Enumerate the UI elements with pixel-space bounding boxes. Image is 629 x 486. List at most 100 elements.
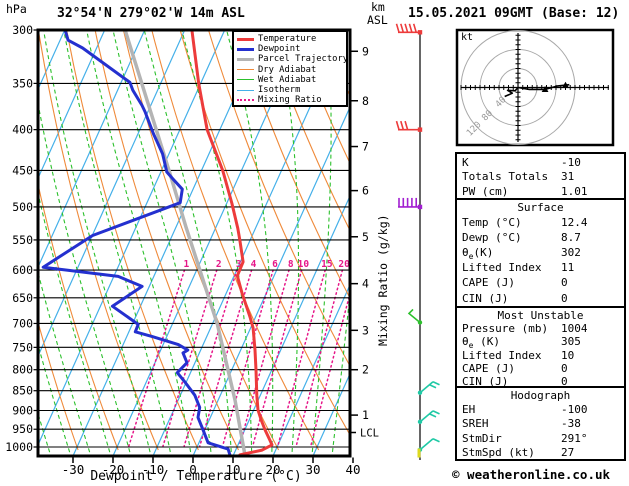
legend-item-label: Temperature xyxy=(258,34,317,45)
table-row-value: 10 xyxy=(561,348,575,362)
table-row-label: EH xyxy=(462,403,476,417)
indices-panel: K -10 Totals Totals 31 PW (cm) 1.01 Surface Te… xyxy=(455,152,626,461)
table-row: SREH -38 xyxy=(457,417,624,431)
altitude-tick-label: 7 xyxy=(362,140,369,154)
legend-item-label: Parcel Trajectory xyxy=(258,54,349,65)
legend-item: Mixing Ratio xyxy=(237,95,346,105)
pressure-tick-label: 900 xyxy=(12,404,33,418)
plot-area: 1 2 3 4 6 8 10 15 20 25 xyxy=(38,30,350,456)
mixing-ratio-label: 2 xyxy=(216,259,222,270)
table-row-label: Pressure (mb) xyxy=(462,322,549,336)
stability-indices-table: K -10 Totals Totals 31 PW (cm) 1.01 xyxy=(455,152,626,200)
temperature-curve xyxy=(190,30,274,456)
table-row-label: CAPE (J) xyxy=(462,276,515,290)
mixing-ratio-line xyxy=(183,269,238,447)
table-row-value: 305 xyxy=(561,335,581,349)
table-row: CIN (J) 0 xyxy=(457,375,624,388)
altitude-tick-label: 8 xyxy=(362,94,369,108)
table-header: Most Unstable xyxy=(497,309,584,322)
pressure-axis-unit: hPa xyxy=(6,2,27,16)
pressure-tick-label: 650 xyxy=(12,291,33,305)
table-row-value: -100 xyxy=(561,403,588,417)
table-row-label: CIN (J) xyxy=(462,374,509,388)
table-row: EH -100 xyxy=(457,403,624,417)
hodograph-trace xyxy=(504,83,570,98)
table-row-label: θe(K) xyxy=(462,246,494,262)
altitude-tick-label: 3 xyxy=(362,323,369,337)
temperature-tick-label: 30 xyxy=(305,462,320,477)
legend-item-label: Mixing Ratio xyxy=(258,95,322,106)
pressure-tick-label: 800 xyxy=(12,363,33,377)
altitude-tick-label: 9 xyxy=(362,44,369,58)
table-row: Lifted Index 11 xyxy=(457,261,624,276)
table-row: CAPE (J) 0 xyxy=(457,362,624,375)
wind-barb xyxy=(395,120,423,132)
table-row-label: PW (cm) xyxy=(462,184,509,198)
wind-barb xyxy=(398,197,423,210)
pressure-tick-label: 700 xyxy=(12,316,33,330)
isotherm-line-sample xyxy=(237,89,254,91)
mixing-ratio-label: 4 xyxy=(251,259,257,270)
table-row-value: 291° xyxy=(561,431,588,445)
lcl-label: LCL xyxy=(360,427,379,439)
temperature-tick-label: -30 xyxy=(62,462,85,477)
table-header: Hodograph xyxy=(510,389,571,402)
table-row-label: K xyxy=(462,156,469,169)
mixing-ratio-line-sample xyxy=(237,99,254,102)
dewpoint-line-sample xyxy=(237,47,254,51)
table-row-label: CIN (J) xyxy=(462,291,509,305)
isotherm-line xyxy=(38,30,106,180)
table-row-label: Totals Totals xyxy=(462,170,549,184)
wet-adiabat-line xyxy=(331,288,350,456)
table-row-value: -10 xyxy=(561,156,581,169)
table-row: Totals Totals 31 xyxy=(457,170,624,184)
table-row: StmSpd (kt) 27 xyxy=(457,446,624,460)
temperature-axis-label: Dewpoint / Temperature (°C) xyxy=(90,469,302,484)
isotherm-line xyxy=(312,372,350,456)
hodograph-unit-label: kt xyxy=(461,32,474,43)
temperature-tick-label: -20 xyxy=(102,462,125,477)
table-row-label: StmDir xyxy=(462,431,502,445)
table-row-value: 0 xyxy=(561,276,568,290)
table-row-label: θe (K) xyxy=(462,335,500,351)
isotherm-line xyxy=(272,283,350,456)
pressure-tick-label: 500 xyxy=(12,200,33,214)
pressure-tick-label: 350 xyxy=(12,76,33,90)
legend-item: Parcel Trajectory xyxy=(237,54,349,65)
wet-adiabat-line xyxy=(42,30,152,456)
wet-adiabat-line-sample xyxy=(237,79,254,81)
mixing-ratio-line xyxy=(238,269,290,447)
table-row-value: 11 xyxy=(561,261,575,275)
table-row: Pressure (mb) 1004 xyxy=(457,322,624,335)
legend-item: Dry Adiabat xyxy=(237,65,346,75)
table-row-label: CAPE (J) xyxy=(462,361,515,375)
dry-adiabat-line-sample xyxy=(237,69,254,71)
wet-adiabat-line xyxy=(63,30,172,456)
table-row: Lifted Index 10 xyxy=(457,349,624,362)
wind-barb xyxy=(407,308,423,325)
table-row-label: StmSpd (kt) xyxy=(462,445,535,459)
table-row-value: 1.01 xyxy=(561,184,588,198)
mixing-ratio-label: 20 xyxy=(338,259,350,270)
table-row: CIN (J) 0 xyxy=(457,292,624,307)
mixing-ratio-line xyxy=(310,290,350,447)
altitude-axis-unit-asl: ASL xyxy=(367,13,388,27)
temperature-tick-label: 10 xyxy=(225,462,240,477)
table-row-value: 27 xyxy=(561,445,575,459)
mixing-ratio-label: 1 xyxy=(184,259,190,270)
parcel-line-sample xyxy=(237,57,254,61)
wind-barb xyxy=(417,381,440,395)
dry-adiabat-line xyxy=(38,319,79,451)
mixing-ratio-line xyxy=(221,269,274,447)
mixing-ratio-axis-label: Mixing Ratio (g/kg) xyxy=(376,214,390,346)
mixing-ratio-line xyxy=(295,269,344,447)
wet-adiabat-line xyxy=(86,30,192,456)
altitude-tick-label: 6 xyxy=(362,184,369,198)
altitude-tick-label: 1 xyxy=(362,408,369,422)
parcel-trajectory-curve xyxy=(123,30,247,456)
legend-item: Wet Adiabat xyxy=(237,75,346,85)
temperature-line-sample xyxy=(237,37,254,41)
pressure-tick-label: 300 xyxy=(12,23,33,37)
